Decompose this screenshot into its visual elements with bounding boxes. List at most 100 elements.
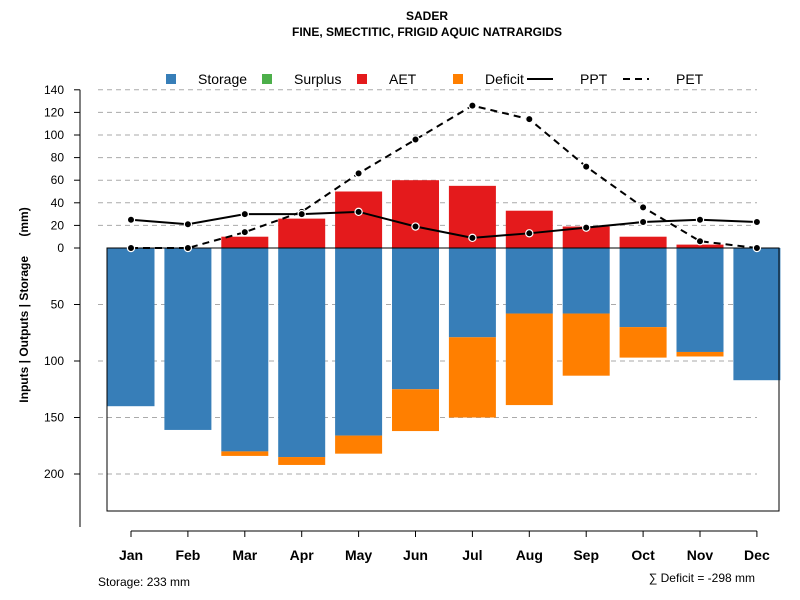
lower-plot-box [106,247,780,512]
legend-swatch [166,74,176,84]
aet-bar [392,180,439,248]
ppt-point [354,207,363,217]
storage-bar [505,248,553,314]
y-tick-label: 100 [44,354,64,368]
pet-point [525,114,534,124]
storage-bar [278,248,326,458]
y-axis-label-unit: (mm) [17,207,31,236]
legend-label: Surplus [294,71,341,87]
gridlines [98,89,757,475]
pet-point [695,237,705,246]
x-tick-label: Sep [573,547,599,563]
x-axis: Jan Feb Mar Apr May Jun Jul Aug Sep Oct Nov Dec [119,530,770,563]
ppt-pet-lines [126,101,762,253]
x-tick-label: Dec [744,547,770,563]
x-tick-label: Feb [175,547,200,563]
ppt-point [411,222,420,231]
storage-bar [448,248,496,338]
pet-point [411,135,420,144]
pet-point [183,243,193,253]
y-tick-label: 200 [44,467,64,481]
storage-bar [733,248,781,381]
x-tick-label: May [345,547,372,563]
y-tick-label: 80 [51,151,65,165]
legend-swatch [262,74,272,84]
ppt-point [468,233,477,243]
aet-bar [676,244,724,248]
ppt-point [126,215,136,224]
deficit-bar [562,313,610,376]
deficit-bar [448,337,496,418]
y-axis-label: Inputs | Outputs | Storage (mm) [17,207,31,402]
legend-swatch [357,74,367,84]
y-tick-label: 120 [44,105,64,119]
legend-label: Storage [198,71,247,87]
pet-point [638,203,648,212]
y-tick-label: 20 [51,218,65,232]
ppt-point [752,217,762,227]
legend-label: Deficit [485,71,524,87]
x-tick-label: Jul [462,547,482,563]
aet-bar [335,191,383,248]
deficit-bar [221,451,269,456]
deficit-bar [392,389,439,432]
y-tick-label: 60 [51,173,65,187]
y-tick-label: 150 [44,411,64,425]
storage-bar [676,248,724,352]
ppt-point [638,217,648,227]
pet-point [240,227,249,237]
deficit-bar [505,313,553,406]
storage-label: Storage: 233 mm [98,575,190,589]
pet-point [582,162,591,171]
aet-bar [278,218,326,248]
x-tick-label: Jan [119,547,143,563]
y-axis-label-main: Inputs | Outputs | Storage [17,256,31,403]
ppt-point [695,215,705,224]
ppt-point [525,229,534,238]
pet-point [752,243,762,253]
legend-swatch [453,74,463,84]
ppt-point [240,209,249,219]
deficit-bar [278,457,326,465]
storage-bar [335,248,383,436]
storage-bar [107,248,155,407]
legend-label: PPT [580,71,608,87]
y-tick-label: 100 [44,128,64,142]
deficit-bar [676,351,724,357]
x-tick-label: Apr [290,547,315,563]
aet-bar [221,236,269,248]
legend-label: PET [676,71,704,87]
pet-point [126,243,136,253]
aet-bar [619,236,667,248]
legend-label: AET [389,71,417,87]
y-tick-label: 50 [51,298,65,312]
pet-line [131,104,758,249]
chart-title: SADER [406,9,448,23]
x-tick-label: Jun [403,547,428,563]
ppt-line [130,210,757,239]
ppt-point [582,223,591,232]
ppt-point [183,220,193,229]
y-tick-label: 140 [44,83,64,97]
legend: Storage Surplus AET Deficit PPT PET [166,71,704,87]
deficit-bar [335,435,383,454]
pet-point [354,169,363,178]
x-tick-label: Oct [631,547,655,563]
storage-bar [392,248,439,390]
storage-bar [619,248,667,328]
aet-bar [562,226,610,248]
x-tick-label: Aug [516,547,543,563]
x-tick-label: Nov [687,547,714,563]
storage-bar [221,248,269,452]
storage-bar [164,248,212,430]
pet-point [468,101,477,110]
x-tick-label: Mar [232,547,257,563]
ppt-point [297,209,306,219]
y-tick-label: 0 [57,241,64,255]
bars [107,180,781,465]
chart-subtitle: FINE, SMECTITIC, FRIGID AQUIC NATRARGIDS [292,25,562,39]
deficit-bar [619,327,667,358]
y-tick-label: 40 [51,196,65,210]
